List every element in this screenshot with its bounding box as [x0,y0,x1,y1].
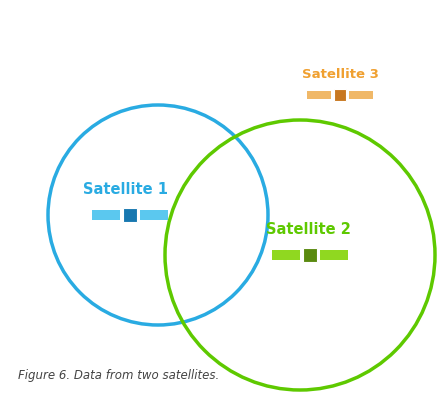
Bar [303,248,317,262]
Bar [307,91,331,99]
Bar [320,250,348,260]
Text: Figure 6. Data from two satellites.: Figure 6. Data from two satellites. [18,368,219,382]
Text: Satellite 1: Satellite 1 [83,182,167,198]
Bar [140,210,168,220]
Bar [349,91,373,99]
Bar [123,208,137,222]
Bar [272,250,300,260]
Bar [92,210,120,220]
Text: Satellite 2: Satellite 2 [266,222,350,238]
Bar [334,89,346,101]
Text: Satellite 3: Satellite 3 [301,68,378,82]
